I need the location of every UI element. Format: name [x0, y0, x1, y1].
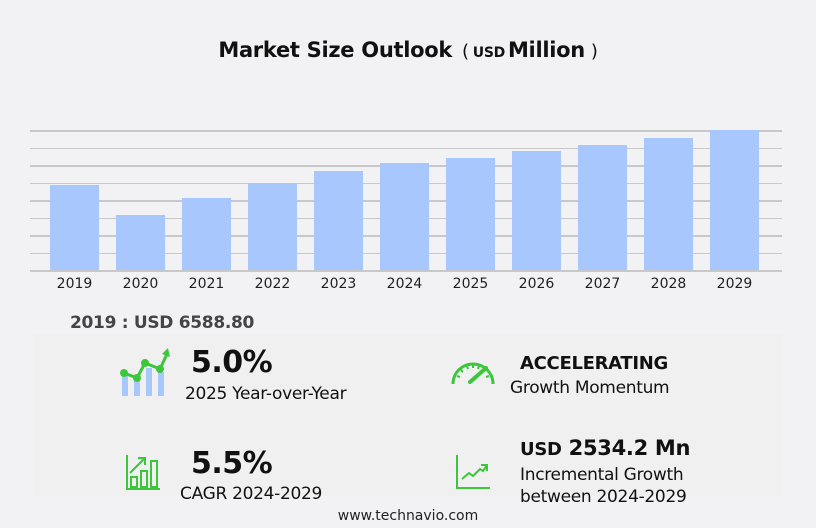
incremental-value: USD 2534.2 Mn: [520, 436, 690, 460]
bar-2024: [380, 162, 429, 270]
growth-chart-icon: [120, 348, 170, 396]
x-label-2020: 2020: [122, 276, 159, 292]
x-label-2026: 2026: [518, 276, 555, 292]
bar-2025: [446, 157, 495, 270]
momentum-value: ACCELERATING: [520, 353, 669, 374]
gridline: [30, 270, 782, 272]
bar-chart: [30, 130, 782, 272]
cagr-label: CAGR 2024-2029: [180, 484, 323, 504]
yoy-label: 2025 Year-over-Year: [185, 384, 347, 404]
x-label-2019: 2019: [56, 276, 93, 292]
bar-2020: [116, 215, 165, 270]
footer-url: www.technavio.com: [337, 508, 479, 524]
title-unit-small: USD: [472, 45, 505, 61]
gridline: [30, 147, 782, 149]
x-label-2021: 2021: [188, 276, 225, 292]
speedometer-icon: [451, 362, 495, 385]
chart-title: Market Size Outlook (USD Million): [0, 38, 816, 62]
x-label-2027: 2027: [584, 276, 621, 292]
momentum-label: Growth Momentum: [510, 378, 670, 398]
gridline: [30, 130, 782, 132]
title-close-paren: ): [590, 41, 598, 62]
base-year-value: 2019 : USD 6588.80: [70, 313, 255, 333]
bar-2019: [50, 184, 99, 270]
x-label-2028: 2028: [650, 276, 687, 292]
bar-2021: [182, 198, 231, 270]
title-open-paren: (: [462, 41, 469, 62]
bar-2027: [578, 144, 627, 270]
bar-2023: [314, 170, 363, 270]
incremental-label-2: between 2024-2029: [520, 487, 687, 507]
bar-2026: [512, 151, 561, 270]
x-label-2029: 2029: [716, 276, 753, 292]
x-label-2025: 2025: [452, 276, 489, 292]
bar-2029: [710, 130, 759, 270]
yoy-value: 5.0%: [191, 345, 273, 380]
x-label-2022: 2022: [254, 276, 291, 292]
trend-line-icon: [456, 455, 490, 489]
incremental-label-1: Incremental Growth: [520, 465, 684, 485]
bar-2028: [644, 138, 693, 270]
title-unit: Million: [507, 38, 585, 62]
incremental-amount: 2534.2 Mn: [568, 436, 691, 460]
incremental-currency: USD: [520, 439, 562, 460]
cagr-value: 5.5%: [191, 446, 273, 481]
bar-chart-arrow-icon: [126, 455, 160, 490]
x-label-2023: 2023: [320, 276, 357, 292]
bar-2022: [248, 182, 297, 270]
title-main: Market Size Outlook: [218, 38, 453, 62]
x-label-2024: 2024: [386, 276, 423, 292]
